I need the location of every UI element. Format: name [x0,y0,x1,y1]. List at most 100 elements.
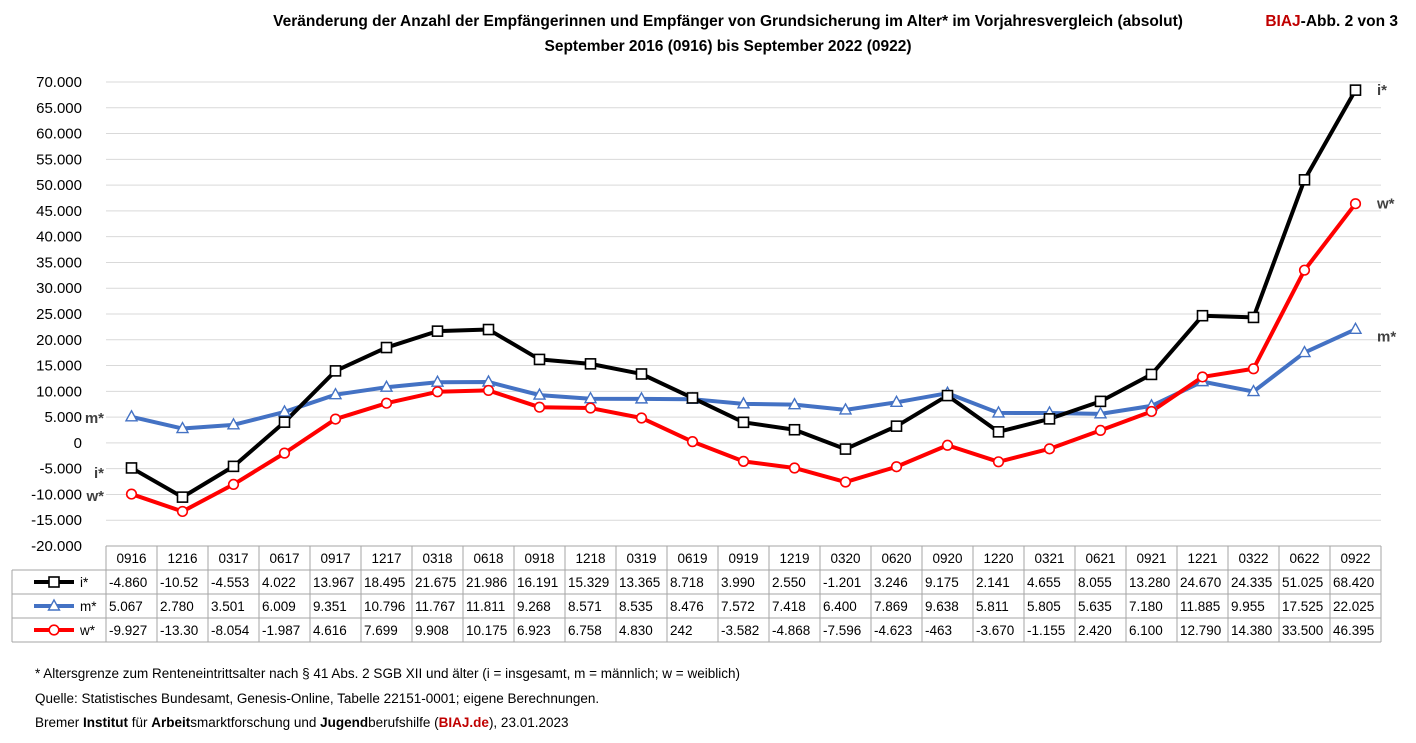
data-point [1196,371,1209,383]
data-table: 0916 1216 0317 0617 0917 1217 0318 0618 0918 1218… [11,546,1382,643]
series-line [131,327,1357,431]
data-point [1145,405,1158,418]
series-start-label: i* [94,465,104,482]
x-tick-label: 0920 [932,551,962,566]
data-point [532,387,547,400]
series-line [130,89,1358,500]
data-point [226,417,241,430]
y-tick-label: 10.000 [36,383,82,400]
data-point [635,412,648,424]
data-point [380,341,393,354]
data-label: -4.553 [211,575,249,590]
y-tick-label: -5.000 [39,461,82,478]
data-label: 7.572 [721,599,755,614]
y-tick-label: -15.000 [31,512,82,529]
data-label: 8.476 [670,599,704,614]
data-label: 9.638 [925,599,959,614]
data-point [634,391,649,404]
data-label: 3.501 [211,599,245,614]
x-tick-label: 1220 [983,551,1013,566]
data-label: 5.635 [1078,599,1112,614]
data-point [227,478,240,491]
x-tick-label: 0916 [116,551,146,566]
data-point [176,491,189,503]
data-label: 18.495 [364,575,405,590]
data-label: 5.805 [1027,599,1061,614]
data-label: 8.718 [670,575,704,590]
data-label: 2.420 [1078,623,1112,638]
legend-entry: w* [79,623,96,638]
data-label: 22.025 [1333,599,1374,614]
data-label: 8.055 [1078,575,1112,590]
data-point [1094,395,1107,408]
data-label: -10.52 [160,575,198,590]
x-tick-label: 0321 [1034,551,1064,566]
data-point [992,426,1005,438]
x-tick-label: 1221 [1187,551,1217,566]
series-start-label: w* [85,488,104,505]
line-chart: Veränderung der Anzahl der Empfängerinne… [11,13,1398,643]
x-tick-label: 0317 [218,551,248,566]
y-tick-label: 25.000 [36,306,82,323]
data-label: 24.670 [1180,575,1221,590]
data-point [1298,174,1311,186]
data-point [1247,311,1260,324]
data-label: 7.869 [874,599,908,614]
data-point [482,323,495,336]
data-point [1145,368,1158,381]
x-tick-label: 0918 [524,551,554,566]
data-label: -463 [925,623,952,638]
figure-label: BIAJ-Abb. 2 von 3 [1265,13,1398,30]
brand-figure-number: -Abb. 2 von 3 [1301,13,1399,30]
data-point [278,416,291,428]
data-point [175,421,190,434]
data-point [584,402,597,414]
data-point [277,404,292,417]
data-point [1349,84,1362,96]
series-start-label: m* [85,410,104,427]
data-point [1297,345,1312,358]
credit-line: Bremer Institut für Arbeitsmarktforschun… [35,715,569,730]
data-point [788,423,801,436]
series-end-label: i* [1377,82,1387,99]
y-tick-label: 50.000 [36,177,82,194]
data-label: 9.955 [1231,599,1265,614]
x-tick-label: 0318 [422,551,452,566]
data-point [788,462,801,474]
data-label: 10.175 [466,623,507,638]
data-label: 13.280 [1129,575,1170,590]
data-label: 33.500 [1282,623,1323,638]
data-point [380,397,393,409]
data-label: 10.796 [364,599,405,614]
data-point [584,358,597,370]
data-point [329,365,342,377]
data-label: 13.365 [619,575,660,590]
data-point [838,402,853,415]
x-tick-label: 1216 [167,551,197,566]
data-point [1094,424,1107,437]
y-tick-label: 55.000 [36,151,82,168]
x-tick-label: 0617 [269,551,299,566]
x-tick-label: 0917 [320,551,350,566]
data-label: 9.351 [313,599,347,614]
data-point [1043,413,1056,425]
x-tick-label: 0621 [1085,551,1115,566]
data-label: 68.420 [1333,575,1374,590]
data-point [941,389,954,402]
data-label: 15.329 [568,575,609,590]
data-label: 4.655 [1027,575,1061,590]
y-axis-tick-labels: 70.000 65.000 60.000 55.000 50.000 45.000 40.0… [31,74,82,555]
x-tick-label: 0619 [677,551,707,566]
data-point [431,386,444,398]
data-point [686,436,699,448]
x-tick-label: 0320 [830,551,860,566]
data-point [737,416,750,429]
data-label: 8.571 [568,599,602,614]
data-label: -1.155 [1027,623,1065,638]
data-point [890,420,903,432]
data-point [482,384,495,397]
data-label: -13.30 [160,623,198,638]
data-point [125,488,138,500]
brand-biaj: BIAJ [1265,13,1300,30]
data-label: 7.699 [364,623,398,638]
